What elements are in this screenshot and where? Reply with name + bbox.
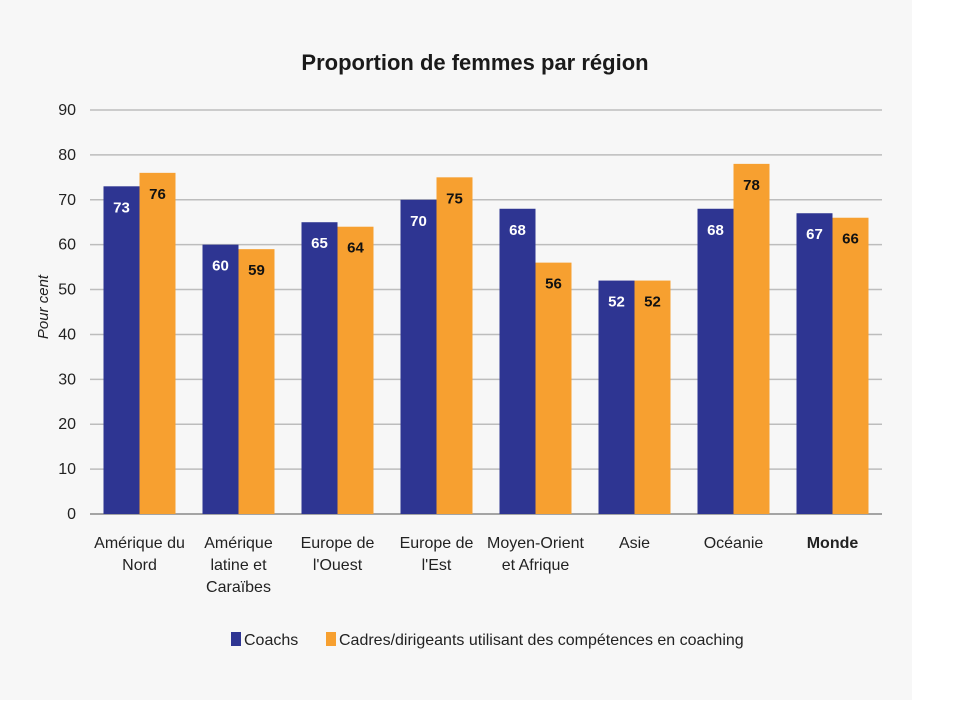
- y-axis-ticks: 0 10 20 30 40 50 60 70 80 90: [58, 102, 76, 523]
- x-tick-label: Océanie: [704, 535, 764, 552]
- data-label: 66: [842, 231, 859, 248]
- bar-coachs: [400, 199, 437, 514]
- legend-swatch: [326, 632, 336, 646]
- x-tick-label: Europe de: [301, 535, 375, 552]
- legend-label: Cadres/dirigeants utilisant des compéten…: [339, 632, 744, 649]
- y-tick-label: 30: [58, 371, 76, 388]
- bar-cadres: [139, 172, 176, 514]
- data-label: 52: [608, 294, 625, 311]
- x-tick-label: Moyen-Orient: [487, 535, 584, 552]
- y-tick-label: 20: [58, 416, 76, 433]
- bar-cadres: [733, 163, 770, 514]
- x-tick-label: latine et: [210, 557, 267, 574]
- bar-cadres: [832, 217, 869, 514]
- y-tick-label: 80: [58, 147, 76, 164]
- x-tick-label: Europe de: [400, 535, 474, 552]
- data-label: 78: [743, 177, 760, 194]
- bar-coachs: [103, 186, 140, 515]
- bar-cadres: [634, 280, 671, 514]
- y-tick-label: 40: [58, 326, 76, 343]
- data-label: 67: [806, 226, 823, 243]
- bar-coachs: [598, 280, 635, 514]
- data-label: 75: [446, 190, 463, 207]
- chart-title: Proportion de femmes par région: [301, 50, 648, 75]
- bar-cadres: [238, 249, 275, 514]
- x-axis-ticks: Amérique du Nord Amérique latine et Caraïbes…: [94, 535, 858, 596]
- data-label: 64: [347, 240, 364, 257]
- x-tick-label: l'Est: [422, 557, 452, 574]
- x-tick-label: et Afrique: [502, 557, 570, 574]
- x-tick-label: Nord: [122, 557, 157, 574]
- data-label: 68: [509, 222, 526, 239]
- bar-cadres: [535, 262, 572, 514]
- data-label: 60: [212, 258, 229, 275]
- data-label: 59: [248, 262, 265, 279]
- data-label: 70: [410, 213, 427, 230]
- bars: [103, 163, 869, 515]
- data-label: 76: [149, 186, 166, 203]
- data-label: 56: [545, 276, 562, 293]
- bar-cadres: [337, 226, 374, 514]
- y-axis-label: Pour cent: [35, 274, 52, 339]
- x-tick-label: Caraïbes: [206, 579, 271, 596]
- y-tick-label: 10: [58, 461, 76, 478]
- bar-coachs: [697, 208, 734, 514]
- bar-coachs: [796, 213, 833, 514]
- data-label: 65: [311, 235, 328, 252]
- bar-coachs: [301, 222, 338, 514]
- data-label: 73: [113, 199, 130, 216]
- legend-swatch: [231, 632, 241, 646]
- y-tick-label: 0: [67, 506, 76, 523]
- x-tick-label: Amérique du: [94, 535, 185, 552]
- legend: Coachs Cadres/dirigeants utilisant des co…: [231, 632, 744, 649]
- data-label: 68: [707, 222, 724, 239]
- y-tick-label: 60: [58, 237, 76, 254]
- data-labels: 73 76 60 59 65 64 70 75 68 56 52 52 68 78 67 66: [113, 177, 859, 311]
- x-tick-label: Asie: [619, 535, 650, 552]
- legend-label: Coachs: [244, 632, 298, 649]
- chart-panel: Proportion de femmes par région Pour cen…: [35, 50, 882, 649]
- x-tick-label: Amérique: [204, 535, 273, 552]
- bar-cadres: [436, 177, 473, 515]
- y-tick-label: 90: [58, 102, 76, 119]
- data-label: 52: [644, 294, 661, 311]
- x-tick-label: l'Ouest: [313, 557, 363, 574]
- y-tick-label: 50: [58, 282, 76, 299]
- bar-chart: Proportion de femmes par région Pour cen…: [35, 50, 882, 649]
- y-tick-label: 70: [58, 192, 76, 209]
- bar-coachs: [499, 208, 536, 514]
- x-tick-label: Monde: [807, 535, 859, 552]
- bar-coachs: [202, 244, 239, 514]
